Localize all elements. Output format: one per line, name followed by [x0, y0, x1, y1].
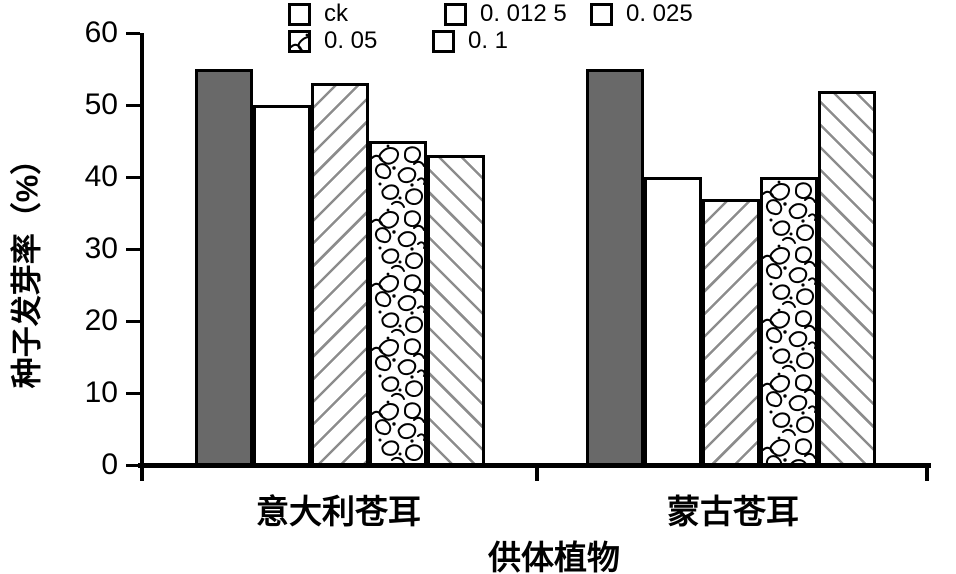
bar-group0-series2	[311, 83, 369, 466]
legend-item-0-05: 0. 05	[288, 29, 377, 53]
legend-label-0-05: 0. 05	[324, 27, 378, 54]
legend-item-0-0125: 0. 012 5	[444, 2, 567, 26]
y-tick-label-10: 10	[84, 376, 118, 409]
y-axis-title: 种子发芽率（%）	[9, 143, 45, 389]
y-tick-50	[126, 103, 140, 107]
x-axis-tick-right	[925, 466, 929, 481]
y-tick-60	[126, 31, 140, 35]
legend-item-0-1: 0. 1	[432, 29, 508, 53]
y-tick-label-50: 50	[84, 88, 118, 121]
legend-item-0-025: 0. 025	[590, 2, 693, 26]
bar-group1-series2	[702, 199, 760, 466]
y-axis-line	[140, 33, 144, 481]
y-tick-30	[126, 247, 140, 251]
x-category-label-mongolian-cocklebur: 蒙古苍耳	[667, 493, 799, 530]
y-tick-40	[126, 175, 140, 179]
x-category-label-italian-cocklebur: 意大利苍耳	[256, 493, 421, 530]
legend-swatch-forward-hatch-icon	[590, 2, 613, 26]
x-axis-line	[138, 463, 931, 468]
y-tick-label-40: 40	[84, 160, 118, 193]
y-tick-20	[126, 319, 140, 323]
legend-swatch-back-hatch-icon	[432, 29, 455, 53]
bar-group0-series3	[369, 141, 427, 466]
legend-label-0-025: 0. 025	[626, 0, 693, 27]
legend-label-0-1: 0. 1	[468, 27, 509, 54]
bar-group1-series4	[818, 91, 876, 466]
bar-group0-series1	[253, 105, 311, 466]
y-tick-label-20: 20	[84, 304, 118, 337]
bar-group1-series0	[586, 69, 644, 466]
legend-swatch-plain-icon	[444, 2, 467, 26]
x-axis-title: 供体植物	[488, 539, 620, 574]
y-tick-label-30: 30	[84, 232, 118, 265]
x-axis-tick-middle	[535, 466, 539, 481]
legend-item-ck: ck	[288, 2, 348, 26]
y-tick-label-60: 60	[84, 16, 118, 49]
legend-swatch-vermiculate-icon	[288, 29, 311, 53]
y-tick-10	[126, 391, 140, 395]
y-tick-label-0: 0	[101, 448, 118, 481]
legend-swatch-solid-gray-icon	[288, 2, 311, 26]
bar-group0-series0	[195, 69, 253, 466]
bar-group1-series1	[644, 177, 702, 466]
legend-label-ck: ck	[324, 0, 348, 27]
bar-group0-series4	[427, 155, 485, 466]
bar-group1-series3	[760, 177, 818, 466]
y-tick-0	[126, 463, 140, 467]
legend-label-0-0125: 0. 012 5	[480, 0, 567, 27]
